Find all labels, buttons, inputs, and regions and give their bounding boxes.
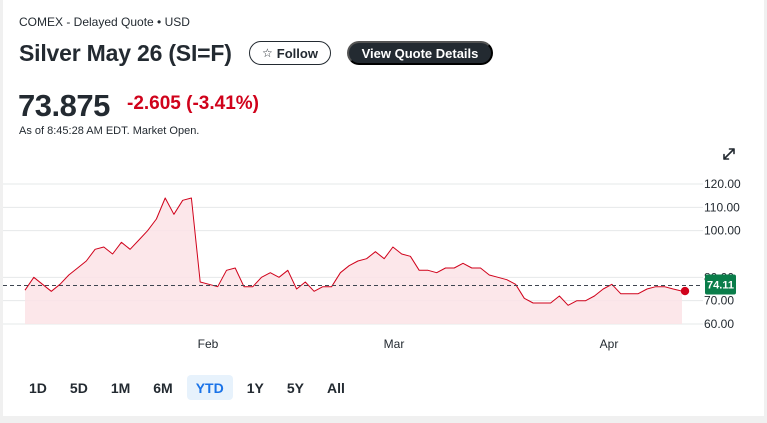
range-selector: 1D 5D 1M 6M YTD 1Y 5Y All [20,375,359,400]
range-all[interactable]: All [326,379,345,396]
exchange-meta: COMEX - Delayed Quote • USD [19,15,190,29]
price-change: -2.605 (-3.41%) [127,93,259,115]
last-price-badge-label: 74.11 [707,280,734,292]
page-title: Silver May 26 (SI=F) [19,40,232,66]
x-tick-label: Apr [600,337,619,351]
range-1y[interactable]: 1Y [246,379,264,396]
y-tick-label: 100.00 [704,224,741,238]
y-tick-label: 110.00 [704,200,740,214]
range-6m[interactable]: 6M [153,379,173,396]
range-ytd[interactable]: YTD [186,375,233,400]
current-price: 73.875 [18,88,110,123]
y-tick-label: 120.00 [704,177,741,191]
quote-card: COMEX - Delayed Quote • USD Silver May 2… [3,0,764,416]
range-1d[interactable]: 1D [29,379,47,396]
price-area [25,198,682,324]
y-tick-label: 70.00 [704,294,734,308]
range-1m[interactable]: 1M [110,379,131,396]
last-price-badge [705,274,736,295]
change-value: -2.605 [127,93,181,114]
x-tick-label: Feb [198,337,219,351]
as-of-timestamp: As of 8:45:28 AM EDT. Market Open. [19,125,200,137]
price-chart[interactable]: 120.00110.00100.0080.0070.0060.0074.11Fe… [3,170,763,360]
last-price-dot [680,286,690,296]
star-icon: ☆ [262,46,273,60]
expand-arrows-icon[interactable] [721,146,737,162]
range-5y[interactable]: 5Y [286,379,304,396]
view-quote-details-button[interactable]: View Quote Details [347,41,493,65]
range-5d[interactable]: 5D [69,379,88,396]
change-percent: (-3.41%) [186,93,260,114]
x-tick-label: Mar [384,337,405,351]
follow-label: Follow [276,45,318,61]
follow-button[interactable]: ☆ Follow [249,41,331,65]
price-line [24,197,683,306]
y-tick-label: 60.00 [704,317,734,331]
